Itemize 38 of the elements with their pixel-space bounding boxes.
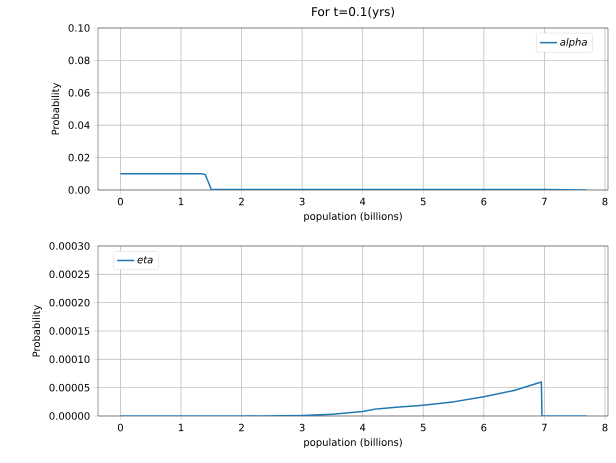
y-tick-label: 0.00010 (50, 356, 90, 364)
legend-label: eta (138, 256, 153, 264)
y-tick-label: 0.02 (68, 154, 90, 162)
y-axis-title: Probability (51, 82, 62, 134)
y-tick-label: 0.00020 (50, 298, 90, 306)
x-tick-label: 1 (178, 198, 184, 206)
y-tick-label: 0.06 (68, 89, 90, 97)
legend-label: alpha (560, 38, 587, 48)
x-tick-label: 4 (360, 198, 366, 206)
x-tick-label: 7 (542, 198, 547, 206)
y-tick-label: 0.00 (68, 186, 90, 194)
x-tick-label: 3 (300, 424, 305, 432)
y-tick-label: 0.10 (68, 24, 90, 32)
y-tick-label: 0.00030 (50, 242, 90, 250)
x-tick-label: 8 (602, 424, 608, 432)
x-tick-label: 0 (118, 198, 123, 206)
y-tick-label: 0.00025 (50, 270, 90, 278)
y-tick-label: 0.08 (68, 56, 90, 64)
x-tick-label: 2 (239, 424, 244, 432)
x-axis-title: population (billions) (304, 212, 402, 222)
x-tick-label: 2 (239, 198, 244, 206)
x-tick-label: 5 (420, 424, 426, 432)
y-tick-label: 0.00000 (50, 412, 90, 420)
x-tick-label: 8 (602, 198, 608, 206)
y-axis-title: Probability (32, 304, 42, 356)
x-tick-label: 7 (542, 424, 547, 432)
x-tick-label: 3 (300, 198, 305, 206)
chart-title: For t=0.1(yrs) (312, 6, 394, 18)
x-tick-label: 0 (118, 424, 123, 432)
x-tick-label: 5 (420, 198, 426, 206)
x-axis-title: population (billions) (304, 438, 402, 448)
x-tick-label: 4 (360, 424, 366, 432)
x-tick-label: 6 (481, 424, 486, 432)
y-tick-label: 0.00015 (50, 327, 90, 335)
x-tick-label: 6 (481, 198, 486, 206)
x-tick-label: 1 (178, 424, 184, 432)
y-tick-label: 0.04 (68, 121, 90, 129)
y-tick-label: 0.00005 (50, 384, 90, 392)
